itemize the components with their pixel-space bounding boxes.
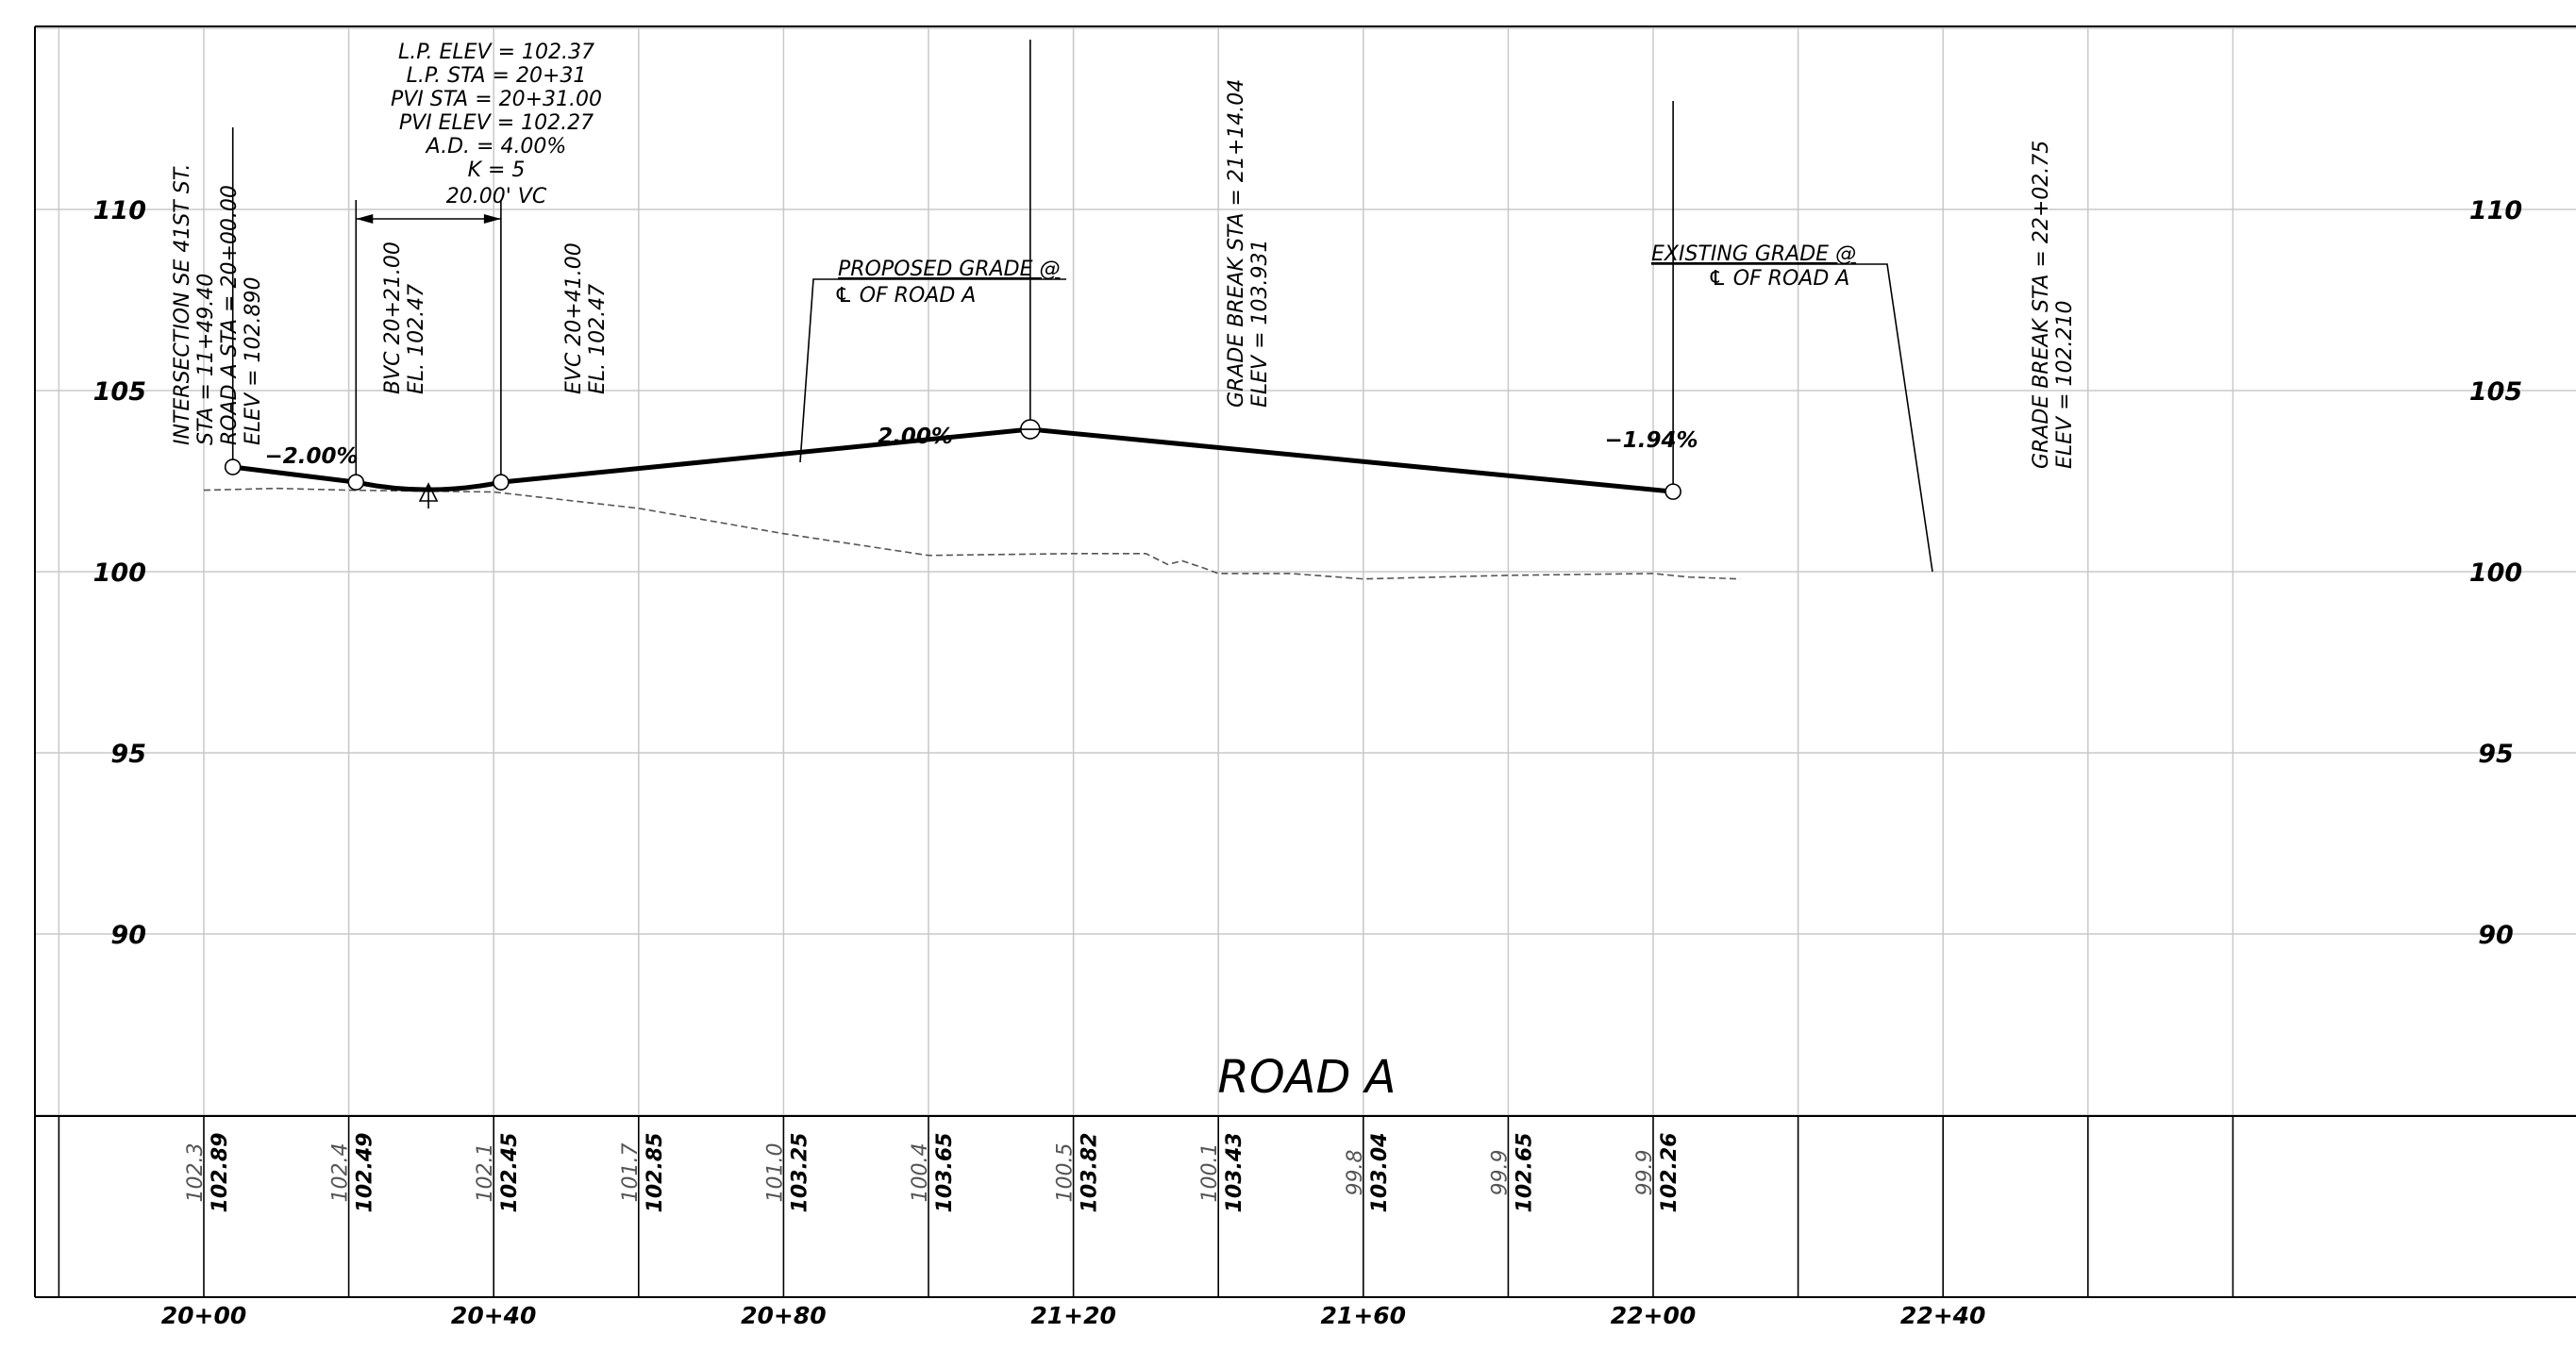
slope-label-1: −2.00% xyxy=(264,444,358,469)
station-tick-label: 20+00 xyxy=(161,1302,247,1329)
table-existing-elev: 100.5 xyxy=(1054,1143,1078,1203)
vc-pvi-elev: PVI ELEV = 102.27 xyxy=(399,111,594,135)
table-proposed-elev: 102.26 xyxy=(1658,1133,1681,1213)
elevation-tick-label-left: 110 xyxy=(93,196,146,225)
grade-point-marker xyxy=(493,474,510,491)
station-tick-label: 21+20 xyxy=(1030,1302,1116,1329)
table-proposed-elev: 103.82 xyxy=(1079,1133,1102,1213)
proposed-grade-leader xyxy=(799,278,1066,463)
existing-grade-label-line2: ℄ OF ROAD A xyxy=(1708,267,1849,291)
existing-grade-leader xyxy=(1651,263,1933,573)
table-existing-elev: 99.9 xyxy=(1488,1150,1512,1196)
table-existing-elev: 100.1 xyxy=(1198,1143,1222,1203)
grade-break-1-label-line2: ELEV = 103.931 xyxy=(1248,239,1272,408)
table-proposed-elev: 102.85 xyxy=(644,1133,667,1213)
vc-lp-elev: L.P. ELEV = 102.37 xyxy=(398,41,594,64)
grid xyxy=(35,26,2576,1116)
station-tick-label: 20+80 xyxy=(741,1302,827,1329)
elevation-tick-label-right: 100 xyxy=(2469,558,2522,588)
grade-break-2-label-line1: GRADE BREAK STA = 22+02.75 xyxy=(2030,141,2053,469)
table-existing-elev: 102.1 xyxy=(474,1143,497,1203)
grade-point-marker xyxy=(224,458,242,475)
intersection-label-line1: INTERSECTION SE 41ST ST. xyxy=(171,163,194,445)
station-tick-label: 22+00 xyxy=(1611,1302,1697,1329)
vc-lp-sta: L.P. STA = 20+31 xyxy=(407,64,587,88)
table-existing-elev: 100.4 xyxy=(909,1143,932,1203)
existing-grade-label-line1: EXISTING GRADE @ xyxy=(1651,242,1856,266)
table-existing-elev: 102.3 xyxy=(184,1143,208,1203)
station-tick-label: 22+40 xyxy=(1900,1302,1986,1329)
station-tick-label: 21+60 xyxy=(1321,1302,1407,1329)
table-proposed-elev: 102.65 xyxy=(1513,1133,1536,1213)
intersection-label-line2: STA = 11+49.40 xyxy=(194,274,218,445)
elevation-tick-label-left: 105 xyxy=(93,377,146,407)
grade-break-1-label-line1: GRADE BREAK STA = 21+14.04 xyxy=(1225,79,1248,408)
intersection-label-line4: ELEV = 102.890 xyxy=(242,276,265,445)
table-existing-elev: 99.9 xyxy=(1633,1150,1657,1196)
table-proposed-elev: 103.25 xyxy=(788,1133,811,1213)
proposed-grade-label-line1: PROPOSED GRADE @ xyxy=(838,258,1060,281)
elevation-tick-label-left: 90 xyxy=(110,921,146,950)
table-proposed-elev: 103.43 xyxy=(1223,1133,1246,1213)
profile-title: ROAD A xyxy=(1217,1051,1396,1104)
table-proposed-elev: 102.45 xyxy=(498,1133,522,1213)
bvc-label-line2: EL. 102.47 xyxy=(405,284,428,394)
profile-lines xyxy=(203,419,1741,580)
vc-length: 20.00' VC xyxy=(446,185,547,208)
proposed-grade-label-line2: ℄ OF ROAD A xyxy=(834,284,976,308)
elevation-tick-label-left: 95 xyxy=(110,740,146,769)
slope-label-2: 2.00% xyxy=(878,425,953,449)
elevation-tick-label-right: 105 xyxy=(2469,377,2522,407)
drawing-frame xyxy=(34,25,2576,1298)
grade-break-2-label-line2: ELEV = 102.210 xyxy=(2053,300,2077,469)
vc-ad: A.D. = 4.00% xyxy=(425,135,567,158)
elevation-tick-label-right: 95 xyxy=(2478,740,2514,769)
grade-point-marker xyxy=(1664,483,1681,500)
existing-grade-line xyxy=(203,487,1741,580)
annotations xyxy=(231,40,1933,573)
table-proposed-elev: 103.04 xyxy=(1368,1133,1392,1213)
profile-table: 102.3 102.89 102.4 102.49 102.1 102.45 101.7 10… xyxy=(58,1116,2234,1297)
elevation-tick-label-right: 90 xyxy=(2478,921,2514,950)
evc-label-line1: EVC 20+41.00 xyxy=(562,242,586,394)
table-proposed-elev: 103.65 xyxy=(933,1133,957,1213)
elevation-labels: 90 90 95 95 100 100 105 105 110 110 xyxy=(93,196,2523,950)
elevation-tick-label-right: 110 xyxy=(2469,196,2522,225)
table-proposed-elev: 102.89 xyxy=(209,1133,232,1213)
table-proposed-elev: 102.49 xyxy=(354,1133,377,1213)
proposed-grade-line xyxy=(232,426,1674,494)
vc-k: K = 5 xyxy=(468,158,526,182)
table-existing-elev: 99.8 xyxy=(1344,1150,1367,1196)
station-labels: 20+00 20+40 20+80 21+20 21+60 22+00 22+40 xyxy=(161,1302,1986,1329)
bvc-label-line1: BVC 20+21.00 xyxy=(381,242,405,394)
table-existing-elev: 101.7 xyxy=(619,1143,643,1203)
intersection-label-line3: ROAD A STA = 20+00.00 xyxy=(218,185,242,445)
grade-point-marker xyxy=(347,474,365,491)
slope-label-3: −1.94% xyxy=(1604,428,1698,453)
table-existing-elev: 102.4 xyxy=(329,1143,353,1203)
vc-pvi-sta: PVI STA = 20+31.00 xyxy=(391,88,602,111)
vc-dimension-arrow-left xyxy=(356,214,374,224)
evc-label-line2: EL. 102.47 xyxy=(586,284,610,394)
vc-dimension-arrow-right xyxy=(483,214,501,224)
elevation-tick-label-left: 100 xyxy=(93,558,146,588)
station-tick-label: 20+40 xyxy=(451,1302,537,1329)
table-existing-elev: 101.0 xyxy=(763,1143,787,1203)
